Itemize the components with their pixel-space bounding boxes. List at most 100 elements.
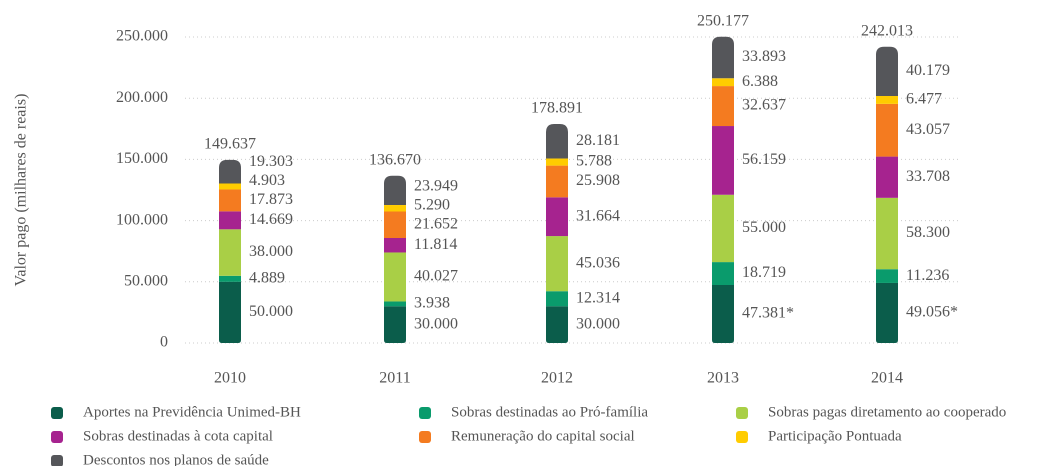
y-tick-label: 50.000 <box>124 272 168 289</box>
total-label: 250.177 <box>697 12 749 29</box>
legend-swatch <box>51 431 63 443</box>
x-tick-label: 2013 <box>707 370 739 387</box>
value-label: 56.159 <box>742 151 786 168</box>
bar-segment <box>384 211 406 239</box>
bar-segment <box>384 252 406 302</box>
value-label: 19.303 <box>249 153 293 170</box>
bar-segment <box>546 197 568 237</box>
bar-segment <box>546 306 568 343</box>
value-label: 33.708 <box>906 168 950 185</box>
value-label: 33.893 <box>742 48 786 65</box>
bar-segment <box>712 262 734 286</box>
value-label: 30.000 <box>576 315 620 332</box>
bar-segment <box>219 159 241 184</box>
x-tick-label: 2012 <box>541 370 573 387</box>
value-label: 23.949 <box>414 177 458 194</box>
value-label: 25.908 <box>576 172 620 189</box>
bar-segment <box>384 205 406 212</box>
bar-segment <box>546 291 568 307</box>
value-label: 38.000 <box>249 243 293 260</box>
x-tick-label: 2011 <box>379 370 410 387</box>
bar-segment <box>876 269 898 283</box>
x-tick-label: 2010 <box>214 370 246 387</box>
y-tick-label: 100.000 <box>116 211 168 228</box>
value-label: 6.477 <box>906 91 942 108</box>
legend-swatch <box>736 431 748 443</box>
value-label: 4.889 <box>249 269 285 286</box>
bar-segment <box>384 301 406 307</box>
legend-label: Aportes na Previdência Unimed-BH <box>83 404 301 420</box>
total-label: 242.013 <box>861 22 913 39</box>
legend-swatch <box>736 407 748 419</box>
y-tick-label: 0 <box>160 334 168 351</box>
value-label: 31.664 <box>576 207 620 224</box>
value-label: 11.814 <box>414 236 457 253</box>
legend-swatch <box>51 407 63 419</box>
value-label: 49.056* <box>906 304 958 321</box>
legend-label: Sobras destinadas à cota capital <box>83 428 273 444</box>
bar-segment <box>876 46 898 96</box>
legend-label: Participação Pontuada <box>768 428 902 444</box>
value-label: 3.938 <box>414 295 450 312</box>
value-label: 43.057 <box>906 121 950 138</box>
value-label: 17.873 <box>249 191 293 208</box>
y-tick-label: 150.000 <box>116 150 168 167</box>
value-label: 5.788 <box>576 153 612 170</box>
bar-segment <box>219 211 241 230</box>
bar-segment <box>384 306 406 343</box>
value-label: 50.000 <box>249 303 293 320</box>
bar-segment <box>712 194 734 263</box>
x-tick-label: 2014 <box>871 370 903 387</box>
bar-segment <box>712 36 734 79</box>
bar-segment <box>712 285 734 343</box>
legend-label: Sobras destinadas ao Pró-família <box>451 404 648 420</box>
bar-segment <box>546 124 568 159</box>
bar-segment <box>219 183 241 190</box>
bar-segment <box>876 103 898 157</box>
bar-segment <box>546 165 568 198</box>
total-label: 136.670 <box>369 151 421 168</box>
value-label: 47.381* <box>742 305 794 322</box>
legend-label: Remuneração do capital social <box>451 428 635 444</box>
value-label: 40.027 <box>414 268 458 285</box>
bar-segment <box>712 78 734 87</box>
bar-segment <box>712 126 734 195</box>
legend-swatch <box>51 455 63 466</box>
y-tick-label: 250.000 <box>116 28 168 45</box>
value-label: 6.388 <box>742 73 778 90</box>
legend-label: Descontos nos planos de saúde <box>83 452 269 466</box>
bar-segment <box>219 281 241 343</box>
value-label: 12.314 <box>576 289 620 306</box>
value-label: 18.719 <box>742 264 786 281</box>
bar-segment <box>712 86 734 127</box>
value-label: 28.181 <box>576 132 620 149</box>
total-label: 178.891 <box>531 100 583 117</box>
value-label: 21.652 <box>414 215 458 232</box>
value-label: 4.903 <box>249 172 285 189</box>
total-label: 149.637 <box>204 136 256 153</box>
value-label: 30.000 <box>414 315 458 332</box>
legend-swatch <box>419 407 431 419</box>
y-tick-label: 200.000 <box>116 89 168 106</box>
bar-segment <box>876 282 898 343</box>
bar-segment <box>546 236 568 292</box>
legend-label: Sobras pagas diretamento ao cooperado <box>768 404 1006 420</box>
value-label: 5.290 <box>414 196 450 213</box>
value-label: 40.179 <box>906 62 950 79</box>
bar-segment <box>219 229 241 276</box>
value-label: 55.000 <box>742 219 786 236</box>
bar-segment <box>219 189 241 212</box>
bar-segment <box>546 158 568 166</box>
value-label: 32.637 <box>742 97 786 114</box>
value-label: 58.300 <box>906 224 950 241</box>
value-label: 14.669 <box>249 211 293 228</box>
bar-segment <box>219 275 241 282</box>
bar-segment <box>876 156 898 198</box>
value-label: 45.036 <box>576 254 620 271</box>
legend-swatch <box>419 431 431 443</box>
bar-segment <box>876 95 898 104</box>
bar-segment <box>876 197 898 270</box>
y-axis-title: Valor pago (milhares de reais) <box>13 94 30 287</box>
value-label: 11.236 <box>906 267 949 284</box>
